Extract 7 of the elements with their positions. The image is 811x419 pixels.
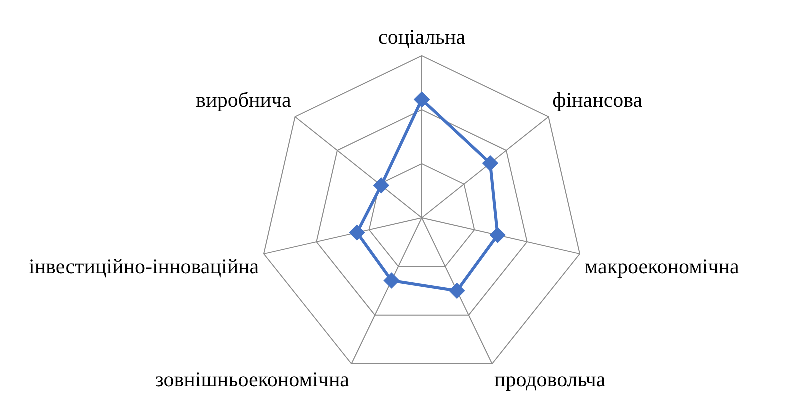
spoke-label: фінансова [552,88,644,112]
spoke-label: продовольча [494,368,606,392]
spoke-label: зовнішньоекономічна [156,368,350,392]
spoke-label: інвестиційно-інноваційна [28,254,260,278]
spoke-label: макроекономічна [584,254,740,278]
spoke-label: виробнича [196,88,292,112]
spoke-label: соціальна [378,24,466,49]
